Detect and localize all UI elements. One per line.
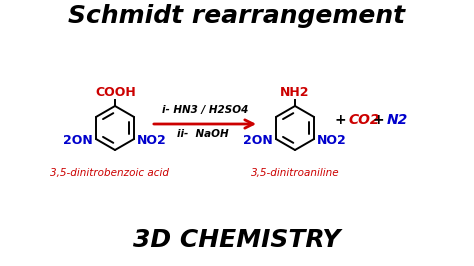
Text: 3,5-dinitroaniline: 3,5-dinitroaniline [251,168,339,178]
Text: Schmidt rearrangement: Schmidt rearrangement [68,4,406,28]
Text: 3D CHEMISTRY: 3D CHEMISTRY [133,228,341,252]
Text: CO2: CO2 [349,113,381,127]
Text: i- HN3 / H2SO4: i- HN3 / H2SO4 [162,105,248,115]
Text: NH2: NH2 [280,86,310,99]
Text: ii-  NaOH: ii- NaOH [177,129,229,139]
Text: +: + [373,113,384,127]
Text: NO2: NO2 [317,134,347,147]
Text: NO2: NO2 [137,134,167,147]
Text: +: + [335,113,346,127]
Text: N2: N2 [387,113,408,127]
Text: 3,5-dinitrobenzoic acid: 3,5-dinitrobenzoic acid [51,168,170,178]
Text: 2ON: 2ON [63,134,93,147]
Text: 2ON: 2ON [243,134,273,147]
Text: COOH: COOH [96,86,137,99]
